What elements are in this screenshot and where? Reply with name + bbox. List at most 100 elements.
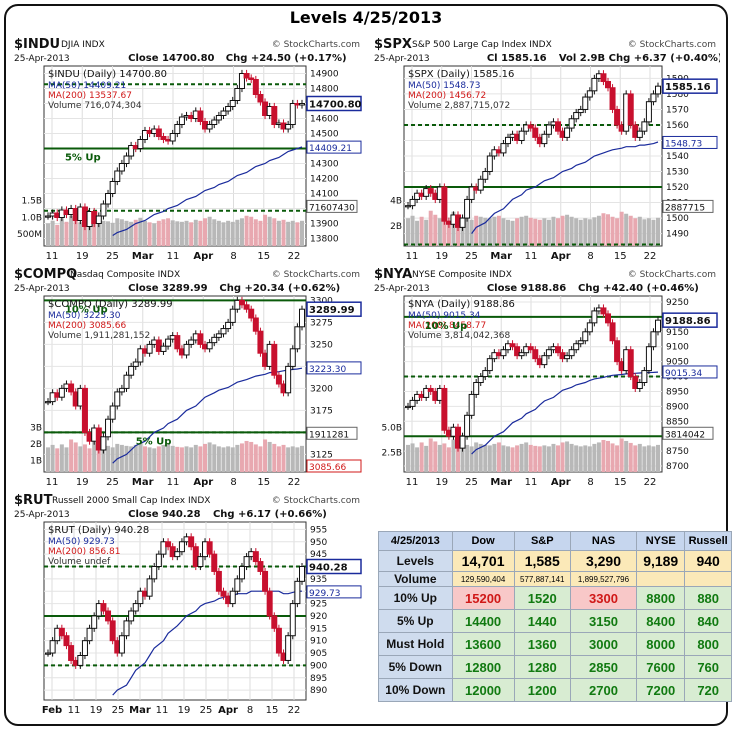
table-cell: 840: [684, 609, 732, 633]
candle: [582, 93, 589, 114]
candle: [627, 346, 634, 381]
volume-bar: [106, 445, 111, 472]
candle: [215, 330, 222, 341]
volume-bar: [469, 446, 474, 472]
candle-body: [95, 215, 102, 224]
candle-body: [234, 578, 241, 592]
volume-bar: [446, 220, 451, 246]
candle: [197, 553, 204, 571]
y-tick-label: 13900: [310, 220, 339, 230]
candle-body: [248, 77, 255, 80]
volume-bar: [50, 220, 55, 246]
candle: [441, 384, 448, 434]
x-tick-label: 8: [230, 477, 236, 488]
volume-bar: [560, 442, 565, 472]
volume-tick-label: 1B: [30, 457, 42, 467]
y-tick-label: 895: [310, 674, 327, 684]
volume-bar: [556, 445, 560, 472]
candle-body: [229, 590, 236, 605]
candle: [541, 130, 548, 148]
candle: [459, 432, 466, 452]
candle-body: [118, 163, 125, 172]
x-tick-label: 11: [167, 477, 180, 488]
candle-body: [220, 328, 227, 335]
table-cell: 12800: [451, 655, 515, 679]
legend-volume: Volume 2,887,715,072: [408, 101, 510, 111]
volume-bar: [619, 211, 624, 246]
candle: [211, 116, 218, 129]
volume-bar: [78, 222, 83, 246]
volume-tag: 3814042: [662, 426, 714, 440]
candle: [118, 384, 125, 396]
candle: [500, 346, 507, 360]
volume-bar: [189, 222, 194, 246]
volume-tick-label: 4B: [390, 197, 402, 207]
volume-bar: [569, 443, 574, 472]
volume-bar: [276, 220, 281, 246]
candle-body: [105, 193, 112, 205]
candle-body: [257, 330, 264, 354]
table-cell: 2850: [569, 655, 638, 679]
candle: [169, 129, 176, 145]
candle: [174, 548, 181, 561]
candle: [243, 69, 250, 82]
candle-body: [86, 627, 93, 642]
volume-bar: [565, 441, 570, 472]
candle-body: [137, 139, 144, 149]
volume-bar: [578, 219, 583, 246]
volume-bar: [161, 444, 166, 472]
y-tick-label: 3175: [310, 406, 333, 416]
candle-body: [650, 93, 657, 103]
x-tick-label: Apr: [193, 251, 213, 262]
candle: [591, 74, 598, 95]
candle-body: [81, 387, 88, 433]
candle-body: [109, 181, 116, 194]
volume-bar: [82, 220, 87, 246]
chart-source: © StockCharts.com: [272, 496, 360, 506]
volume-bar: [428, 210, 433, 246]
candle-body: [109, 405, 116, 420]
candle: [114, 388, 121, 410]
candle-body: [123, 620, 130, 637]
volume-bar: [633, 218, 638, 246]
table-cell: 129,590,404: [451, 571, 515, 587]
candle: [229, 96, 236, 111]
candle-body: [118, 387, 125, 393]
volume-bar: [124, 445, 129, 472]
candle-body: [500, 143, 507, 154]
candle: [289, 600, 296, 640]
candle-body: [206, 124, 213, 130]
candle-body: [178, 541, 185, 553]
legend-volume: Volume 716,074,304: [48, 101, 142, 111]
candle: [294, 323, 301, 353]
candle-body: [105, 418, 112, 438]
candle: [238, 296, 245, 309]
candle-body: [423, 387, 430, 398]
volume-bar: [628, 442, 633, 472]
legend-ma200: MA(200) 13537.67: [48, 91, 132, 101]
legend-series: $INDU (Daily) 14700.80: [48, 69, 167, 80]
candle-body: [650, 331, 657, 348]
chart-chg: Chg +24.50 (+0.17%): [226, 53, 347, 64]
candle-body: [299, 103, 305, 106]
tag-box: [306, 301, 362, 317]
candle-body: [178, 116, 185, 125]
candle: [109, 617, 116, 645]
candle: [174, 332, 181, 353]
candle-body: [77, 655, 84, 666]
volume-bar: [569, 216, 574, 246]
x-tick-label: Mar: [490, 477, 512, 488]
volume-tick-label: 1.5B: [22, 197, 43, 207]
volume-bar: [55, 448, 60, 472]
candle: [577, 105, 584, 117]
volume-bar: [50, 444, 55, 472]
candle: [482, 167, 489, 183]
tag-text: 14700.80: [309, 100, 362, 111]
volume-bar: [142, 446, 147, 472]
chart-symbol: $NYA: [374, 267, 412, 282]
x-tick-label: 22: [288, 705, 301, 716]
volume-bar: [300, 445, 304, 472]
candle: [63, 632, 70, 650]
candle-body: [248, 308, 255, 319]
candle: [100, 200, 107, 220]
